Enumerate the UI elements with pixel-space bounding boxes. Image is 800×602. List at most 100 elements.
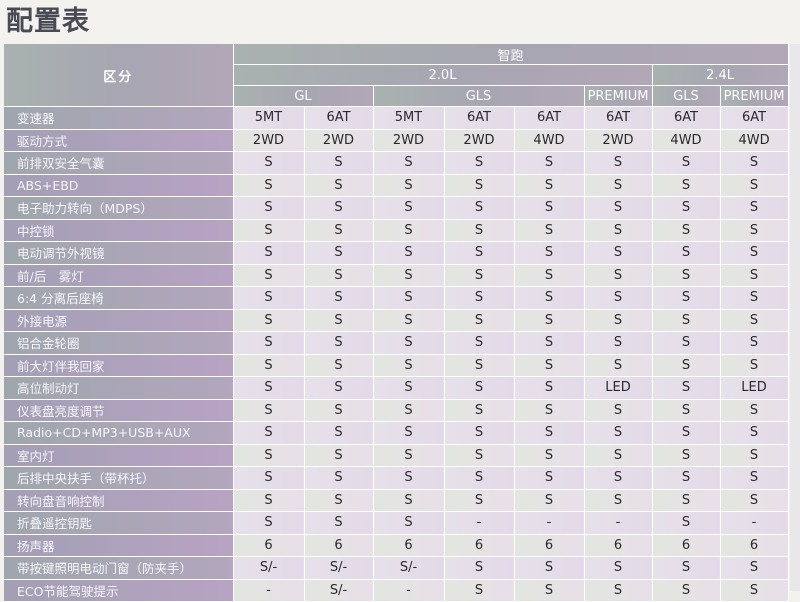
spec-value-cell: S (444, 376, 515, 400)
trim-header-gl: GL (233, 85, 374, 107)
spec-value-cell: S (233, 354, 305, 377)
spec-value-cell: S (720, 331, 789, 355)
table-row: 前大灯伴我回家 S S S S S S S S (4, 354, 789, 377)
spec-value-cell: S (304, 151, 374, 175)
spec-value-cell: S (233, 286, 305, 310)
spec-value-cell: 5MT (373, 106, 445, 130)
spec-value-cell: S (444, 196, 515, 220)
spec-value-cell: 6 (233, 534, 305, 557)
feature-label: ABS+EBD (4, 174, 234, 197)
table-row: 折叠遥控钥匙 S S S - - - S - (4, 511, 789, 535)
table-row: 室内灯 S S S S S S S S (4, 444, 789, 467)
spec-value-cell: S (233, 444, 305, 467)
model-header: 智跑 (233, 44, 789, 65)
spec-value-cell: S (720, 196, 789, 220)
spec-value-cell: S (720, 421, 789, 445)
header-row-model: 区分 智跑 (4, 44, 789, 107)
spec-value-cell: 6 (514, 534, 585, 557)
spec-value-cell: S (720, 579, 789, 602)
spec-value-cell: S (584, 421, 653, 445)
trim-header-premium: PREMIUM (584, 85, 653, 107)
table-row: 铝合金轮圈 S S S S S S S S (4, 331, 789, 355)
spec-value-cell: S (373, 196, 445, 220)
feature-label: 高位制动灯 (4, 376, 234, 400)
spec-value-cell: LED (720, 376, 789, 400)
spec-value-cell: S (584, 174, 653, 197)
spec-value-cell: S (584, 264, 653, 287)
spec-value-cell: S (514, 241, 585, 265)
feature-label: 外接电源 (4, 309, 234, 332)
spec-value-cell: S (652, 331, 721, 355)
spec-value-cell: S (652, 466, 721, 490)
table-row: 仪表盘亮度调节 S S S S S S S S (4, 399, 789, 422)
spec-value-cell: 2WD (373, 129, 445, 152)
spec-value-cell: 6AT (720, 106, 789, 130)
spec-value-cell: S (373, 511, 445, 535)
header-row-trim: GL GLS PREMIUM GLS PREMIUM (4, 85, 789, 107)
spec-value-cell: 2WD (444, 129, 515, 152)
feature-label: 后排中央扶手（带杯托） (4, 466, 234, 490)
spec-value-cell: S (373, 466, 445, 490)
spec-value-cell: S (373, 264, 445, 287)
trim-header-gls: GLS (373, 85, 585, 107)
spec-value-cell: S (373, 421, 445, 445)
spec-value-cell: S/- (304, 556, 374, 580)
spec-value-cell: S (233, 196, 305, 220)
spec-value-cell: S (584, 444, 653, 467)
spec-value-cell: S (514, 466, 585, 490)
spec-value-cell: S (514, 556, 585, 580)
spec-value-cell: S (444, 241, 515, 265)
spec-value-cell: S (444, 219, 515, 242)
spec-value-cell: S (304, 219, 374, 242)
table-row: 带按键照明电动门窗（防夹手） S/- S/- S/- S S S S S (4, 556, 789, 580)
spec-value-cell: S (514, 331, 585, 355)
spec-value-cell: 6AT (304, 106, 374, 130)
spec-value-cell: S (720, 489, 789, 512)
spec-value-cell: S (373, 376, 445, 400)
spec-value-cell: S (304, 489, 374, 512)
spec-value-cell: 6 (720, 534, 789, 557)
spec-value-cell: 6 (584, 534, 653, 557)
spec-value-cell: S (584, 219, 653, 242)
spec-value-cell: S (304, 286, 374, 310)
spec-value-cell: S (652, 264, 721, 287)
spec-value-cell: S (652, 196, 721, 220)
spec-value-cell: S (652, 376, 721, 400)
spec-value-cell: S (652, 489, 721, 512)
spec-value-cell: S (514, 421, 585, 445)
spec-value-cell: S (373, 286, 445, 310)
spec-value-cell: - (233, 579, 305, 602)
spec-value-cell: S (233, 241, 305, 265)
spec-value-cell: S (304, 241, 374, 265)
spec-value-cell: S (233, 174, 305, 197)
spec-value-cell: 2WD (304, 129, 374, 152)
spec-value-cell: S (720, 241, 789, 265)
spec-value-cell: S (304, 264, 374, 287)
table-row: 中控锁 S S S S S S S S (4, 219, 789, 242)
spec-value-cell: S (720, 399, 789, 422)
spec-value-cell: - (373, 579, 445, 602)
spec-value-cell: 4WD (652, 129, 721, 152)
spec-value-cell: S (373, 399, 445, 422)
spec-value-cell: S (444, 421, 515, 445)
spec-value-cell: S (720, 444, 789, 467)
spec-value-cell: S (514, 174, 585, 197)
spec-value-cell: S (304, 421, 374, 445)
spec-value-cell: S (720, 556, 789, 580)
spec-value-cell: S (514, 286, 585, 310)
feature-label: 驱动方式 (4, 129, 234, 152)
spec-value-cell: S (304, 354, 374, 377)
table-row: 高位制动灯 S S S S S LED S LED (4, 376, 789, 400)
feature-label: 扬声器 (4, 534, 234, 557)
spec-value-cell: S (304, 399, 374, 422)
spec-value-cell: S (720, 309, 789, 332)
spec-value-cell: S (233, 264, 305, 287)
spec-value-cell: S (304, 511, 374, 535)
table-row: 后排中央扶手（带杯托） S S S S S S S S (4, 466, 789, 490)
spec-value-cell: S (514, 579, 585, 602)
spec-value-cell: 6AT (584, 106, 653, 130)
feature-label: 前排双安全气囊 (4, 151, 234, 175)
spec-value-cell: S (233, 399, 305, 422)
spec-value-cell: S (720, 219, 789, 242)
table-row: ABS+EBD S S S S S S S S (4, 174, 789, 197)
